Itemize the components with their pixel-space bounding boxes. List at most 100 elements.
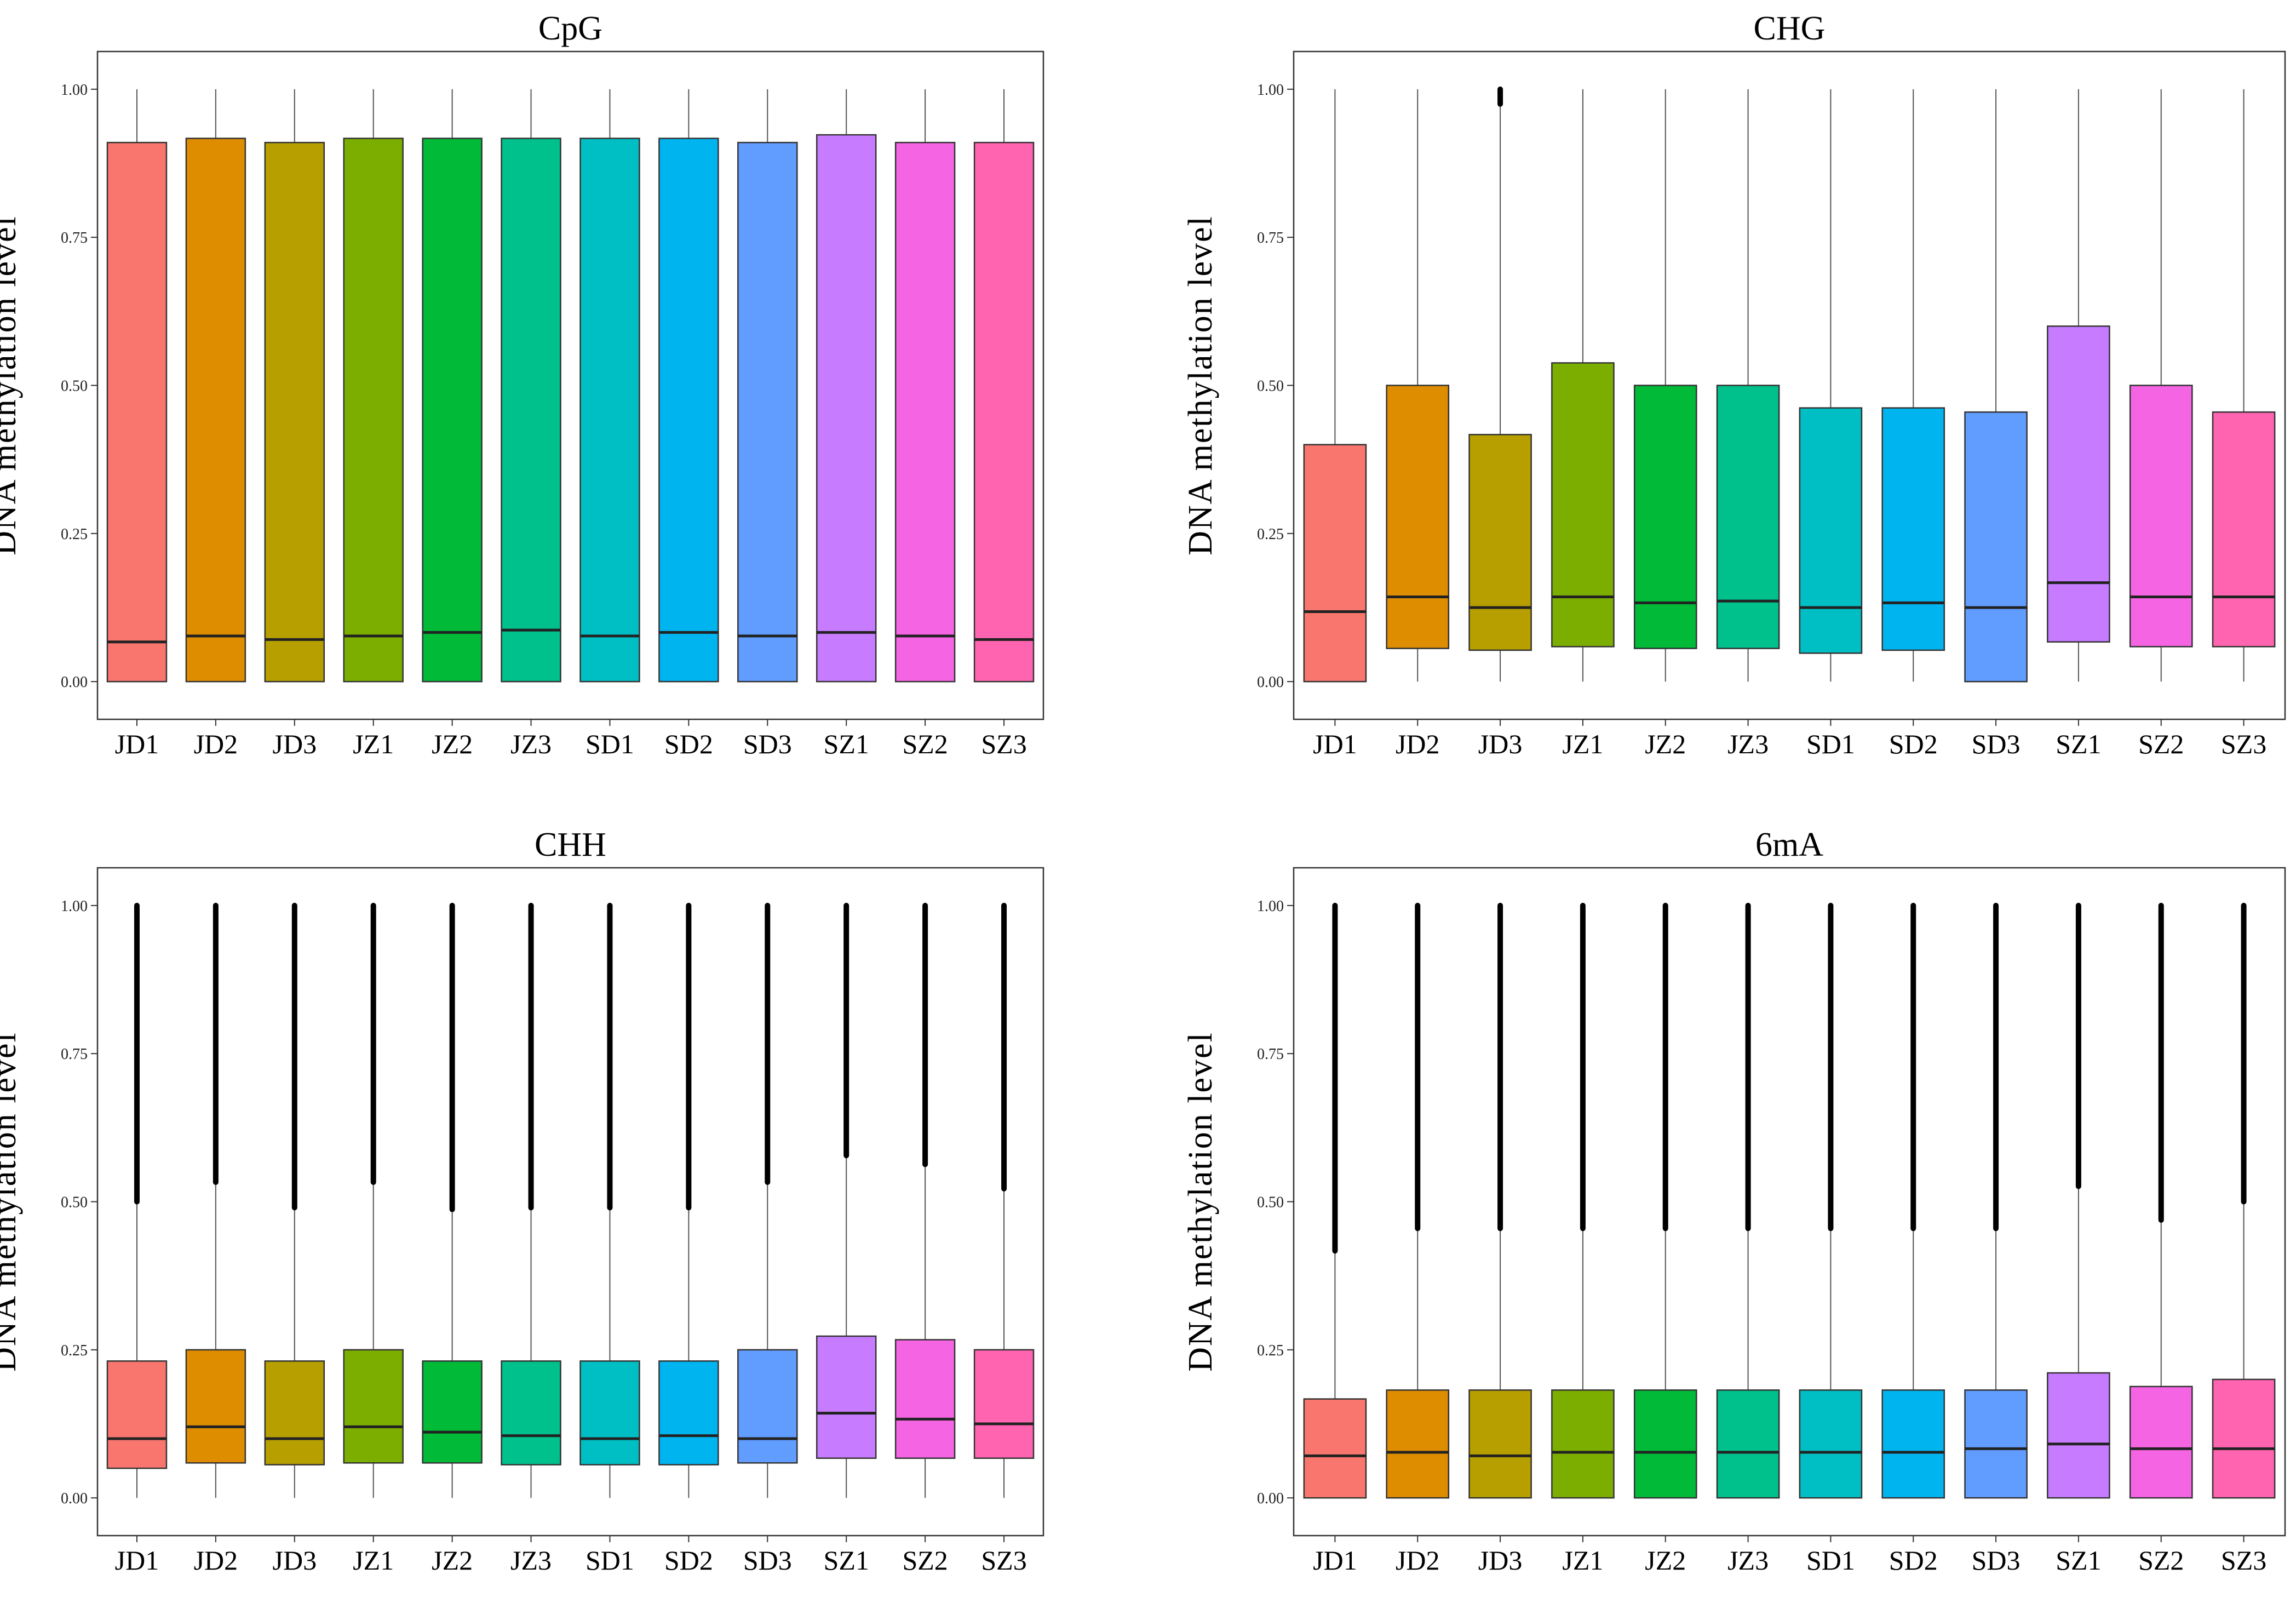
box-iqr <box>658 1360 719 1465</box>
box-iqr <box>1551 1389 1615 1499</box>
box-iqr <box>579 138 640 683</box>
y-tick-label: 0.75 <box>1257 230 1284 247</box>
panel-title: 6mA <box>1755 826 1823 863</box>
box-jd2 <box>1386 89 1450 682</box>
box-iqr <box>1799 407 1863 654</box>
y-tick-label: 1.00 <box>1257 898 1284 915</box>
box-iqr <box>343 1349 404 1464</box>
box-sd3 <box>737 902 798 1498</box>
x-tick-label: JD2 <box>194 729 238 759</box>
x-tick-label: SD2 <box>664 729 713 759</box>
x-tick-label: JZ3 <box>1727 729 1769 759</box>
box-iqr <box>1633 385 1697 649</box>
box-jd2 <box>185 89 246 683</box>
y-tick-label: 0.25 <box>61 1342 88 1359</box>
y-tick-label: 0.50 <box>1257 378 1284 395</box>
box-jz1 <box>343 89 404 683</box>
y-tick-label: 0.50 <box>61 378 88 395</box>
y-axis-label: DNA methylation level <box>1182 215 1219 556</box>
y-axis-label: DNA methylation level <box>0 1032 23 1372</box>
box-jz3 <box>1716 902 1780 1499</box>
x-tick-label: JD3 <box>273 729 317 759</box>
box-sd2 <box>658 89 719 683</box>
x-tick-label: SZ3 <box>2221 729 2266 759</box>
panel-title: CHH <box>535 826 606 863</box>
plot-frame <box>96 50 1044 720</box>
box-sz3 <box>973 902 1035 1498</box>
x-tick-label: JZ1 <box>353 729 394 759</box>
box-sz3 <box>2212 902 2276 1499</box>
x-tick-label: JZ2 <box>432 1545 473 1576</box>
box-iqr <box>1799 1389 1863 1499</box>
box-iqr <box>2129 1386 2193 1499</box>
box-jz1 <box>1551 89 1615 682</box>
box-jd1 <box>1303 902 1367 1499</box>
box-sz2 <box>894 89 956 683</box>
box-iqr <box>894 1339 956 1459</box>
box-jz3 <box>1716 89 1780 682</box>
box-sd3 <box>737 89 798 683</box>
y-tick-label: 1.00 <box>61 82 88 99</box>
box-sd2 <box>658 902 719 1498</box>
box-iqr <box>894 141 956 683</box>
box-iqr <box>816 1335 877 1459</box>
box-iqr <box>973 1349 1035 1459</box>
panel-chh: CHH DNA methylation level 0.00 0.25 0.50 0.75… <box>0 826 1044 1576</box>
y-tick-label: 0.00 <box>1257 674 1284 691</box>
y-tick-label: 1.00 <box>61 898 88 915</box>
box-iqr <box>2047 325 2110 643</box>
box-jd1 <box>1303 89 1367 683</box>
y-tick-label: 0.00 <box>1257 1490 1284 1507</box>
x-tick-label: JD3 <box>1478 1545 1523 1576</box>
x-tick-label: JD1 <box>115 1545 159 1576</box>
x-tick-label: JZ2 <box>1645 1545 1686 1576</box>
plot-frame <box>1293 867 2286 1537</box>
y-tick-label: 0.50 <box>61 1194 88 1211</box>
box-iqr <box>343 138 404 683</box>
x-tick-label: SZ3 <box>2221 1545 2266 1576</box>
box-jd1 <box>106 89 168 683</box>
x-tick-label: SD1 <box>586 729 634 759</box>
box-jz2 <box>422 902 483 1498</box>
box-iqr <box>1303 1398 1367 1499</box>
x-tick-label: SZ2 <box>2138 729 2184 759</box>
box-jz2 <box>1633 89 1697 682</box>
x-tick-label: JD3 <box>273 1545 317 1576</box>
box-iqr <box>1964 1389 2028 1499</box>
box-iqr <box>106 1360 168 1469</box>
box-iqr <box>737 1349 798 1464</box>
box-sd1 <box>1799 902 1863 1499</box>
panel-chg: CHG DNA methylation level 0.00 0.25 0.50 0.75… <box>1182 10 2286 759</box>
x-tick-label: SZ2 <box>902 1545 948 1576</box>
box-iqr <box>185 138 246 683</box>
box-sz1 <box>816 89 877 683</box>
x-tick-label: SD3 <box>1972 1545 2021 1576</box>
box-sz1 <box>816 902 877 1498</box>
box-sd1 <box>1799 89 1863 682</box>
x-tick-label: SZ1 <box>824 729 869 759</box>
box-jz3 <box>501 902 561 1498</box>
box-sd3 <box>1964 89 2028 683</box>
box-jd3 <box>264 902 325 1498</box>
box-jz2 <box>1633 902 1697 1499</box>
x-tick-label: JD2 <box>1396 1545 1440 1576</box>
box-iqr <box>816 134 877 683</box>
box-iqr <box>1881 407 1945 651</box>
x-tick-label: SZ1 <box>2056 729 2101 759</box>
x-tick-label: JZ3 <box>510 1545 552 1576</box>
box-iqr <box>501 1360 561 1465</box>
y-axis-label: DNA methylation level <box>0 215 23 556</box>
box-iqr <box>2212 1378 2276 1499</box>
box-jd2 <box>1386 902 1450 1499</box>
y-tick-label: 0.25 <box>1257 526 1284 543</box>
box-jd3 <box>1468 86 1532 682</box>
x-tick-label: SD1 <box>586 1545 634 1576</box>
panel-6ma: 6mA DNA methylation level 0.00 0.25 0.50 0.75… <box>1182 826 2286 1576</box>
box-sz3 <box>2212 89 2276 682</box>
box-iqr <box>1386 385 1450 649</box>
panel-title: CHG <box>1754 10 1826 47</box>
box-iqr <box>264 1360 325 1465</box>
x-tick-label: JD1 <box>1313 1545 1357 1576</box>
y-tick-label: 0.25 <box>61 526 88 543</box>
y-tick-label: 0.75 <box>61 230 88 247</box>
